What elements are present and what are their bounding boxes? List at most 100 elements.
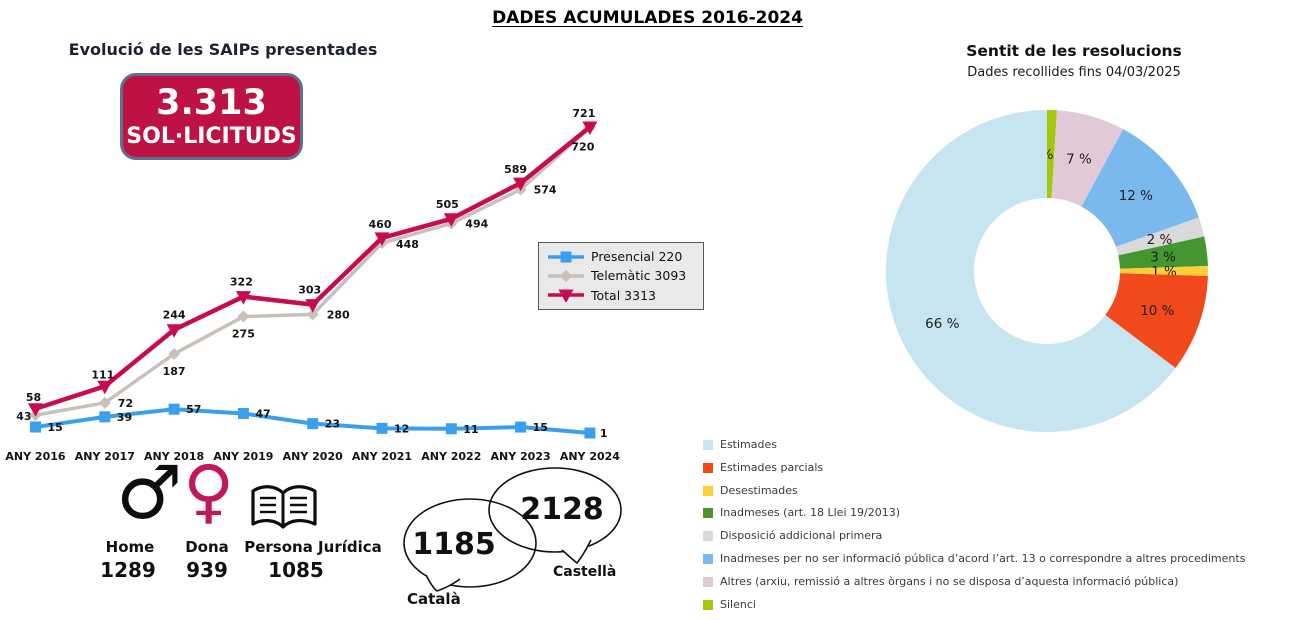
legend-label: Disposició addicional primera xyxy=(720,529,883,543)
legend-item: Inadmeses (art. 18 Llei 19/2013) xyxy=(703,505,1295,528)
x-axis-label: ANY 2022 xyxy=(421,450,481,463)
stat-value-home: 1289 xyxy=(100,558,156,582)
stat-label-persona: Persona Jurídica xyxy=(244,538,382,556)
data-label: 187 xyxy=(163,365,186,378)
legend-item: Estimades parcials xyxy=(703,460,1295,483)
marker-diamond xyxy=(98,396,111,409)
data-label: 23 xyxy=(325,418,340,431)
marker-square xyxy=(584,427,596,439)
legend-label: Telemàtic 3093 xyxy=(591,268,687,284)
marker-triangle-down xyxy=(166,324,182,338)
data-label: 505 xyxy=(436,198,459,211)
data-label: 244 xyxy=(163,309,186,322)
legend-item: Silenci xyxy=(703,597,1295,620)
data-label: 1 xyxy=(600,427,608,440)
data-label: 12 xyxy=(394,422,409,435)
data-label: 720 xyxy=(571,140,594,153)
marker-square xyxy=(515,421,527,433)
stat-value-persona: 1085 xyxy=(268,558,324,582)
slice-desestimades xyxy=(1119,266,1208,276)
marker-triangle-down xyxy=(374,232,390,246)
legend-label: Presencial 220 xyxy=(591,249,683,265)
total-line-icon xyxy=(548,289,584,303)
legend-marker xyxy=(558,289,574,303)
marker-triangle-down xyxy=(28,403,43,417)
data-label: 275 xyxy=(232,328,255,341)
legend-label: Desestimades xyxy=(720,483,798,497)
legend-label: Inadmeses (art. 18 Llei 19/2013) xyxy=(720,506,900,520)
data-label: 47 xyxy=(255,407,270,420)
line-chart-legend: Presencial 220 Telemàtic 3093 Total 3313 xyxy=(538,242,704,310)
x-axis-label: ANY 2020 xyxy=(283,450,343,463)
page-title: DADES ACUMULADES 2016-2024 xyxy=(492,8,803,28)
open-book-icon xyxy=(251,485,317,529)
x-axis-label: ANY 2021 xyxy=(352,450,412,463)
marker-square xyxy=(168,403,180,415)
legend-label: Altres (arxiu, remissió a altres òrgans … xyxy=(720,574,1179,588)
desestimades-swatch-icon xyxy=(703,485,713,496)
data-label: 721 xyxy=(572,107,595,120)
data-label: 39 xyxy=(117,411,132,424)
data-label: 11 xyxy=(463,423,478,436)
line-chart: ANY 2016 ANY 2017 ANY 2018 ANY 2019 ANY 2020… xyxy=(5,107,620,463)
marker-square xyxy=(445,423,457,435)
pct-label: 66 % xyxy=(925,316,959,332)
telematic-line-icon xyxy=(548,269,584,282)
data-label: 589 xyxy=(504,163,527,176)
slice-silenci xyxy=(1047,110,1057,199)
slice-estimades xyxy=(886,110,1176,433)
marker-square xyxy=(30,421,41,433)
data-label: 72 xyxy=(118,397,133,410)
pct-label: 3 % xyxy=(1150,250,1176,266)
catala-bubble-tail xyxy=(425,574,461,592)
estimades-swatch-icon xyxy=(703,440,713,450)
slice-inadmeses-art-18-llei-19 xyxy=(1118,236,1208,269)
pct-label: 12 % xyxy=(1119,188,1153,204)
disposicio-swatch-icon xyxy=(703,531,713,542)
slice-altres-arxiu-remissi-a-a xyxy=(1051,110,1124,207)
language-bubbles: 1185 2128 xyxy=(403,467,622,592)
x-axis-label: ANY 2019 xyxy=(213,450,273,463)
x-axis-label: ANY 2018 xyxy=(144,450,204,463)
donut-legend: Estimades Estimades parcials Desestimade… xyxy=(703,437,1295,619)
legend-label: Total 3313 xyxy=(591,287,656,303)
marker-triangle-down xyxy=(582,121,598,135)
x-axis-label: ANY 2016 xyxy=(5,450,65,463)
donut-chart: 1 %7 %12 %2 %3 %1 %10 %66 % xyxy=(886,110,1208,433)
stat-label-home: Home xyxy=(105,538,155,556)
legend-label: Estimades xyxy=(720,438,777,451)
data-label: 57 xyxy=(186,403,201,416)
marker-diamond xyxy=(168,347,181,360)
donut-chart-subtitle: Dades recollides fins 04/03/2025 xyxy=(967,65,1181,80)
castella-count: 2128 xyxy=(520,492,604,527)
legend-label: Silenci xyxy=(720,597,756,611)
slice-estimades-parcials xyxy=(1105,273,1208,369)
data-label: 574 xyxy=(534,183,557,196)
legend-marker xyxy=(560,251,572,263)
legend-label: Estimades parcials xyxy=(720,460,824,474)
marker-triangle-down xyxy=(235,291,251,305)
estimades-parcials-swatch-icon xyxy=(703,462,713,473)
stat-label-dona: Dona xyxy=(185,538,229,556)
data-label: 15 xyxy=(533,421,548,434)
catala-label: Català xyxy=(407,590,461,608)
data-label: 280 xyxy=(327,308,350,321)
badge-number: 3.313 xyxy=(156,82,267,123)
marker-square xyxy=(376,422,388,434)
legend-item: Desestimades xyxy=(703,483,1295,506)
legend-item: Disposició addicional primera xyxy=(703,528,1295,551)
marker-square xyxy=(99,411,111,423)
legend-item-presencial: Presencial 220 xyxy=(547,249,695,264)
castella-bubble xyxy=(488,467,622,553)
altres-swatch-icon xyxy=(703,576,713,587)
catala-count: 1185 xyxy=(412,527,496,562)
data-label: 448 xyxy=(396,238,419,251)
mars-icon: ♂ xyxy=(116,450,183,536)
castella-bubble-tail xyxy=(561,539,592,565)
marker-diamond xyxy=(306,308,319,321)
marker-square xyxy=(307,418,319,430)
x-axis-label: ANY 2023 xyxy=(491,450,551,463)
legend-item: Estimades xyxy=(703,437,1295,460)
legend-label: Inadmeses per no ser informació pública … xyxy=(720,551,1246,565)
data-label: 322 xyxy=(230,276,253,289)
